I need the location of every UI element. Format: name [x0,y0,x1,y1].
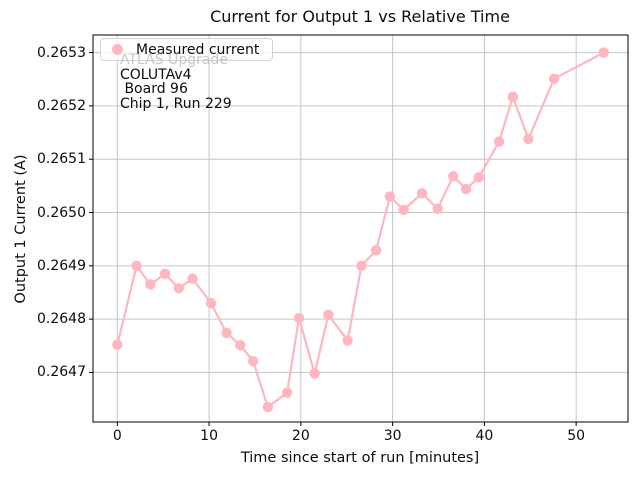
data-point-marker [247,356,259,367]
data-point-marker [262,401,274,413]
x-tick-label: 50 [567,428,586,444]
data-point-marker [145,279,156,290]
data-point-marker [598,47,609,58]
x-tick-label: 30 [383,428,402,444]
y-tick-label: 0.2647 [37,364,86,381]
data-point-marker [187,273,198,284]
data-point-marker [384,191,396,202]
y-tick-label: 0.2651 [37,151,86,168]
data-point-marker [205,297,217,309]
data-point-marker [447,171,459,182]
axes-spines [92,34,629,423]
x-tick-label: 10 [200,428,218,444]
y-tick-label: 0.2649 [37,257,86,274]
data-point-marker [221,327,232,339]
data-point-marker [293,312,305,324]
data-point-marker [473,172,485,183]
data-point-marker [370,245,382,256]
data-point-marker [309,368,320,379]
legend: Measured current [100,38,273,61]
data-point-marker [342,335,353,346]
data-point-marker [131,260,142,272]
data-point-marker [493,136,505,147]
data-point-marker [523,133,534,145]
y-tick-label: 0.2653 [37,44,86,61]
annotation-block: ATLAS Upgrade COLUTAv4 Board 96 Chip 1, … [120,53,232,111]
annotation-line: Chip 1, Run 229 [120,95,232,112]
data-point-marker [323,309,334,321]
y-tick-label: 0.2648 [37,311,86,328]
data-point-marker [173,283,185,294]
data-point-marker [159,268,171,280]
x-axis-label: Time since start of run [minutes] [240,450,480,466]
data-point-marker [356,260,367,272]
data-point-marker [235,340,246,351]
data-point-marker [548,73,560,84]
chart-title: Current for Output 1 vs Relative Time [210,7,510,26]
series-marker-icon [112,44,123,55]
data-point-marker [281,387,293,398]
data-point-marker [460,183,472,195]
data-point-marker [112,339,123,350]
y-axis-label: Output 1 Current (A) [13,154,29,304]
data-point-marker [432,203,443,214]
y-tick-label: 0.2650 [37,204,86,221]
annotation-line: Board 96 [120,81,188,98]
annotation-line: COLUTAv4 [120,66,192,83]
data-point-marker [398,204,409,216]
legend-label: Measured current [136,41,260,58]
y-tick-label: 0.2652 [37,97,86,114]
x-tick-label: 20 [291,428,310,444]
watermark-text: ATLAS Upgrade [120,52,228,68]
x-tick-label: 0 [112,428,122,444]
data-point-marker [507,91,519,103]
data-point-marker [416,188,428,199]
x-tick-label: 40 [475,428,494,444]
